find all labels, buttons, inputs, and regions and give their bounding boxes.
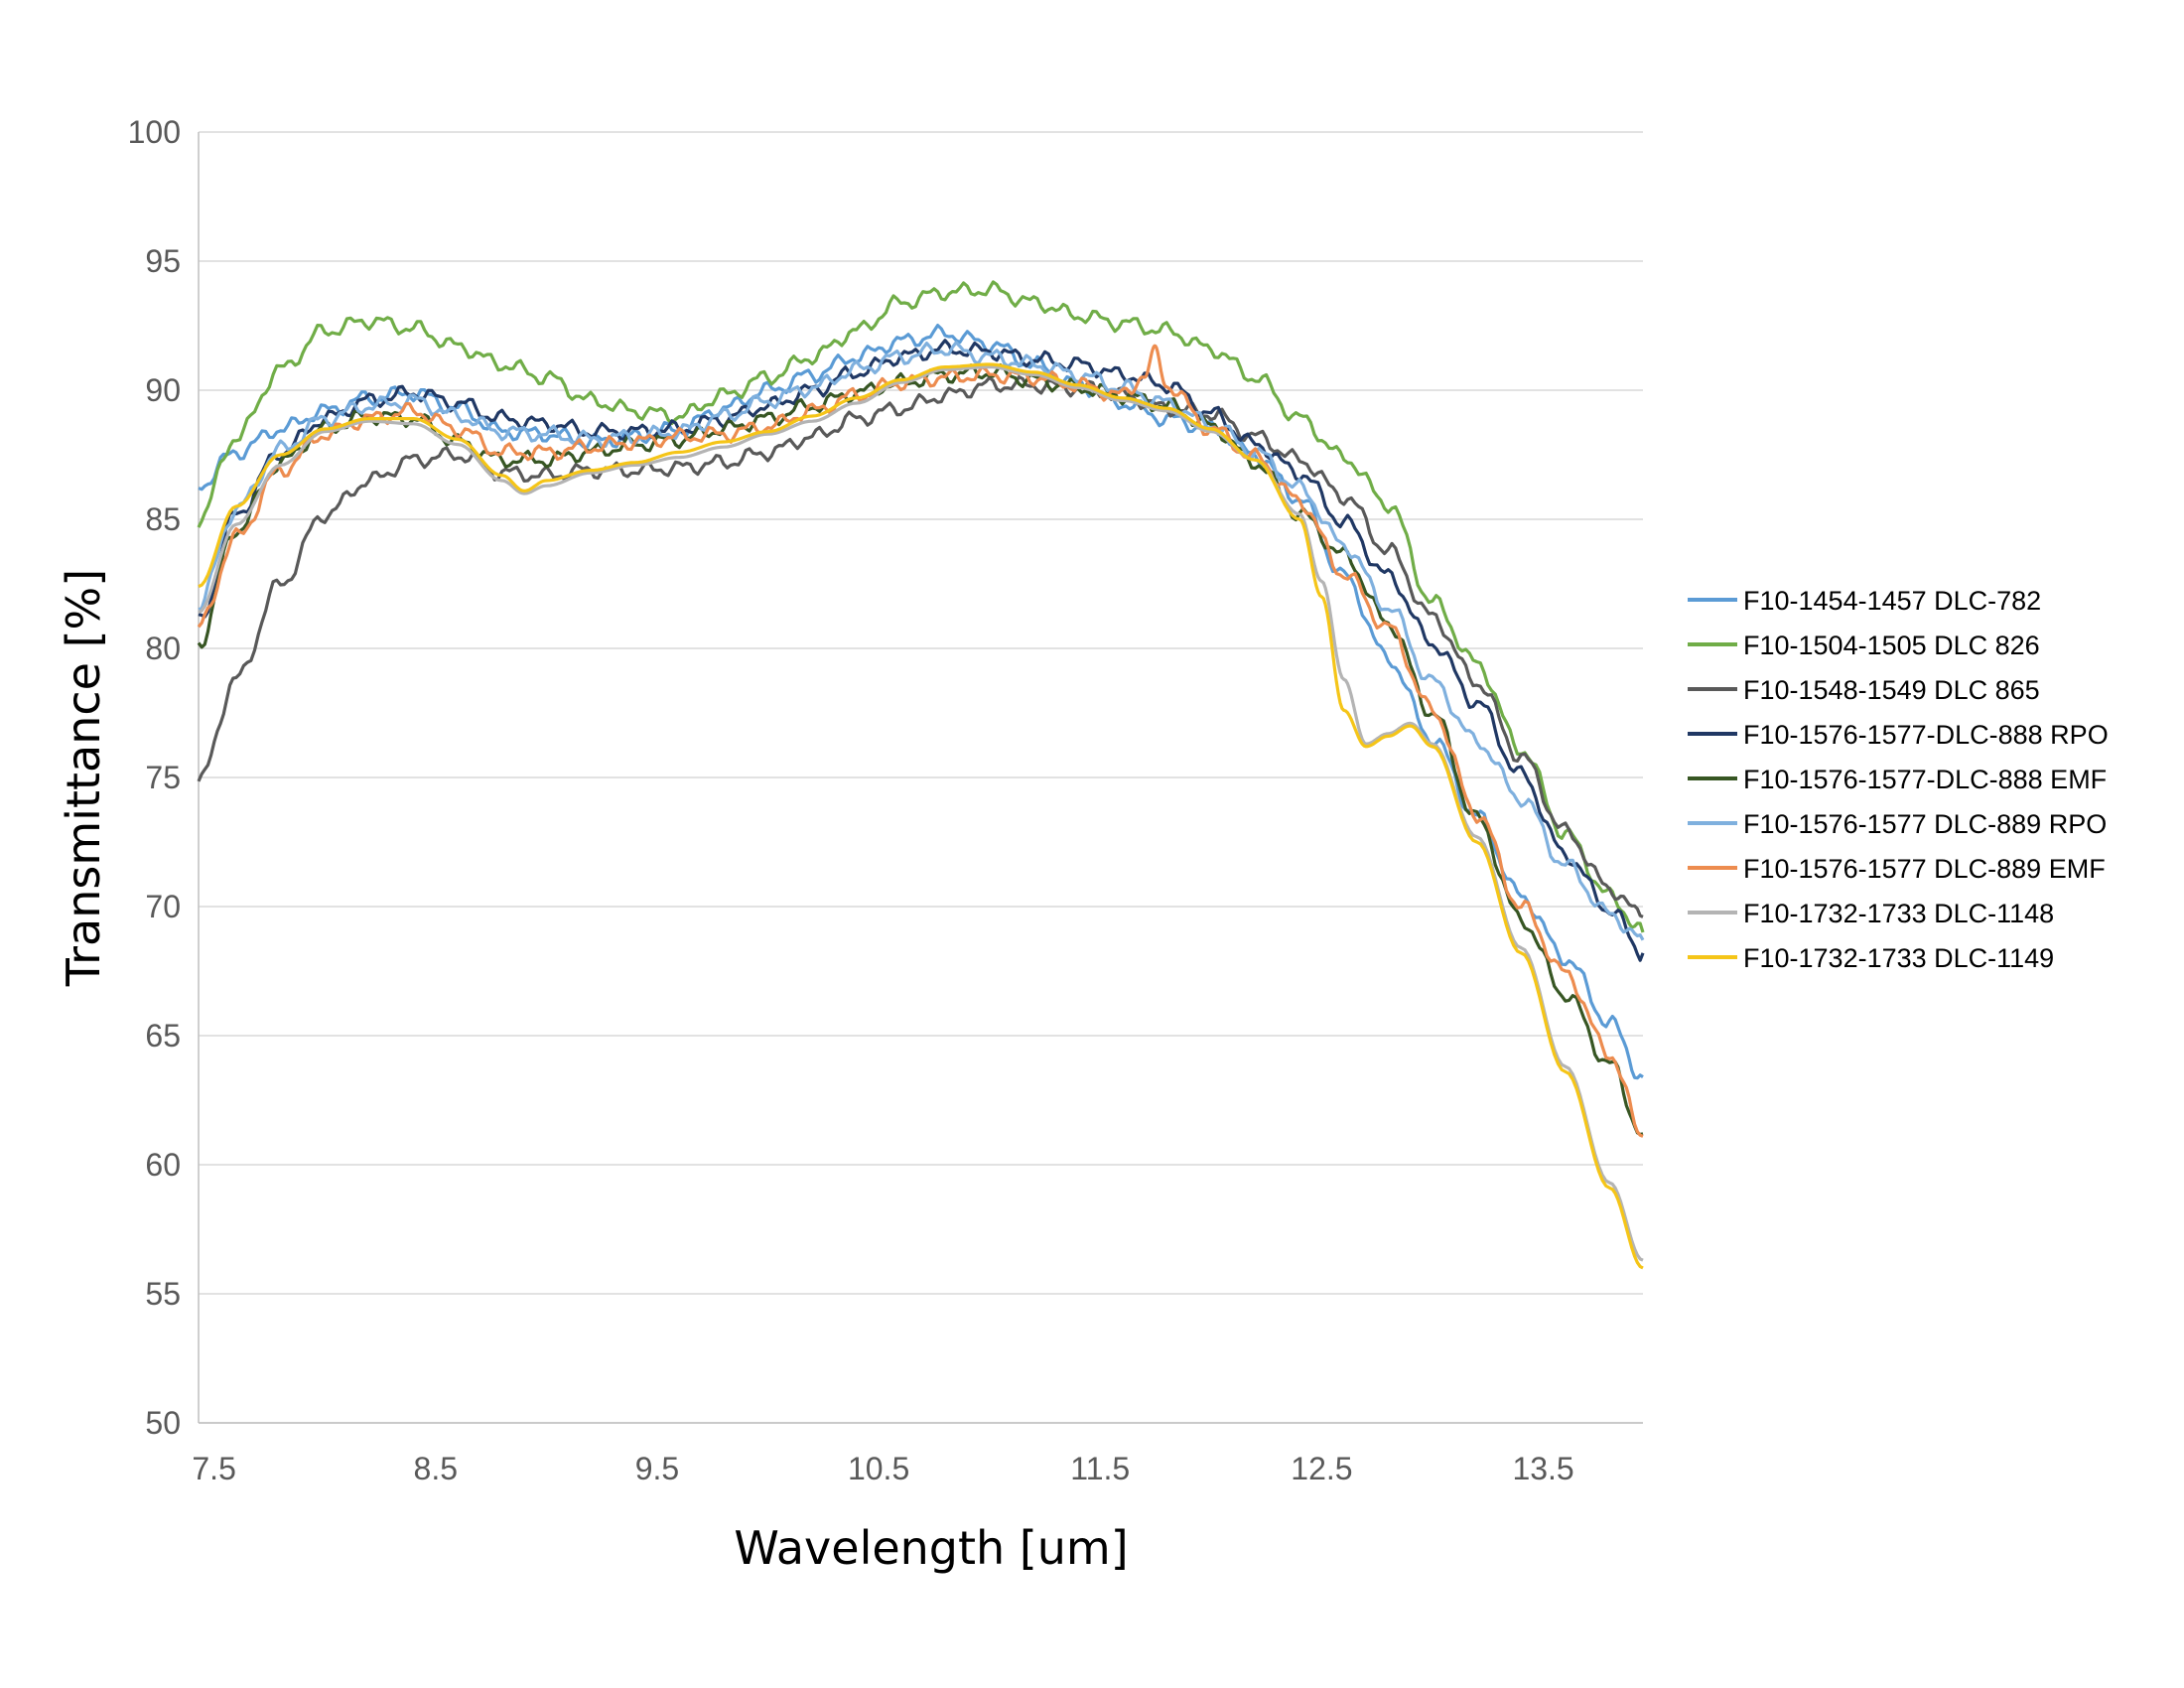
series-line (197, 374, 1644, 918)
series-line (198, 339, 1645, 962)
legend-label: F10-1548-1549 DLC 865 (1743, 675, 2040, 705)
legend-label: F10-1576-1577-DLC-888 EMF (1743, 765, 2107, 794)
series-line (197, 363, 1644, 1137)
legend-label: F10-1732-1733 DLC-1149 (1743, 943, 2054, 973)
y-tick-label: 85 (145, 501, 181, 537)
legend: F10-1454-1457 DLC-782 F10-1504-1505 DLC 8… (1688, 586, 2109, 973)
y-tick-label: 65 (145, 1018, 181, 1054)
legend-label: F10-1576-1577 DLC-889 EMF (1743, 854, 2106, 884)
x-axis-title: Wavelength [um] (734, 1521, 1128, 1575)
x-tick-label: 13.5 (1512, 1451, 1573, 1486)
series-line (197, 344, 1644, 1138)
x-tick-label: 7.5 (192, 1451, 235, 1486)
x-tick-label: 9.5 (635, 1451, 679, 1486)
y-tick-label: 75 (145, 760, 181, 795)
y-tick-label: 100 (128, 114, 181, 150)
y-tick-label: 50 (145, 1405, 181, 1441)
x-tick-label: 8.5 (414, 1451, 458, 1486)
series-line (197, 280, 1645, 933)
x-tick-label: 12.5 (1291, 1451, 1352, 1486)
series-line (198, 365, 1644, 1262)
y-tick-label: 95 (145, 243, 181, 279)
series-line (198, 362, 1644, 1270)
legend-label: F10-1732-1733 DLC-1148 (1743, 899, 2054, 928)
legend-label: F10-1454-1457 DLC-782 (1743, 586, 2041, 616)
y-axis-title: Transmittance [%] (57, 569, 110, 987)
x-tick-label: 11.5 (1070, 1451, 1130, 1486)
x-tick-label: 10.5 (848, 1451, 909, 1486)
series-line (198, 324, 1644, 1080)
y-tick-label: 60 (145, 1147, 181, 1183)
y-tick-label: 70 (145, 889, 181, 924)
y-tick-label: 55 (145, 1276, 181, 1312)
y-axis-ticks: 50 55 60 65 70 75 80 85 90 95 100 (128, 114, 181, 1441)
y-tick-label: 80 (145, 631, 181, 666)
x-axis-ticks: 7.5 8.5 9.5 10.5 11.5 12.5 13.5 (192, 1451, 1573, 1486)
legend-label: F10-1576-1577 DLC-889 RPO (1743, 809, 2107, 839)
legend-label: F10-1576-1577-DLC-888 RPO (1743, 720, 2109, 750)
grid (198, 131, 1643, 1424)
y-tick-label: 90 (145, 372, 181, 408)
series-lines (197, 280, 1645, 1270)
legend-label: F10-1504-1505 DLC 826 (1743, 631, 2040, 660)
